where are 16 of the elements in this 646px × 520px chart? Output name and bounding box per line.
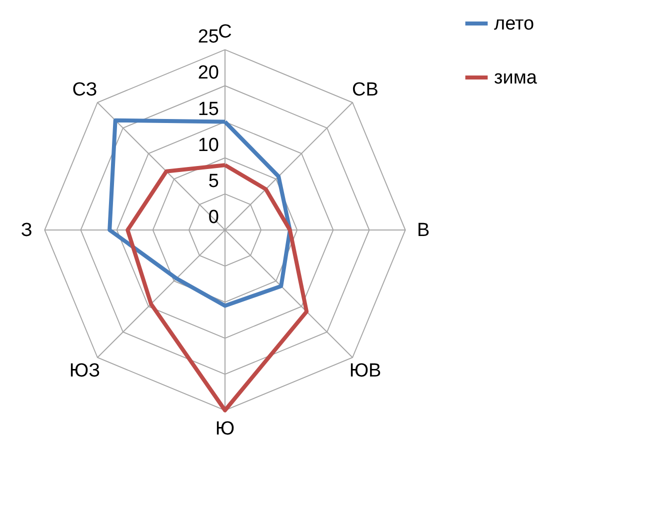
spoke-label: В <box>417 220 430 241</box>
y-tick-label: 15 <box>198 98 219 120</box>
y-tick-label: 25 <box>198 26 219 48</box>
y-tick-label: 5 <box>208 170 219 192</box>
spoke-label: Ю <box>215 418 235 440</box>
spoke-label: СЗ <box>72 80 98 101</box>
spoke-label: С <box>218 22 232 43</box>
spoke-label: ЮВ <box>349 360 382 382</box>
spoke-label: СВ <box>352 80 378 101</box>
legend-label: зима <box>494 68 538 88</box>
y-tick-label: 20 <box>198 62 219 84</box>
y-tick-label: 0 <box>208 207 219 228</box>
spoke-label: З <box>20 220 32 241</box>
legend-label: лето <box>494 14 534 34</box>
y-tick-label: 10 <box>198 134 219 156</box>
spoke-label: ЮЗ <box>69 360 100 382</box>
